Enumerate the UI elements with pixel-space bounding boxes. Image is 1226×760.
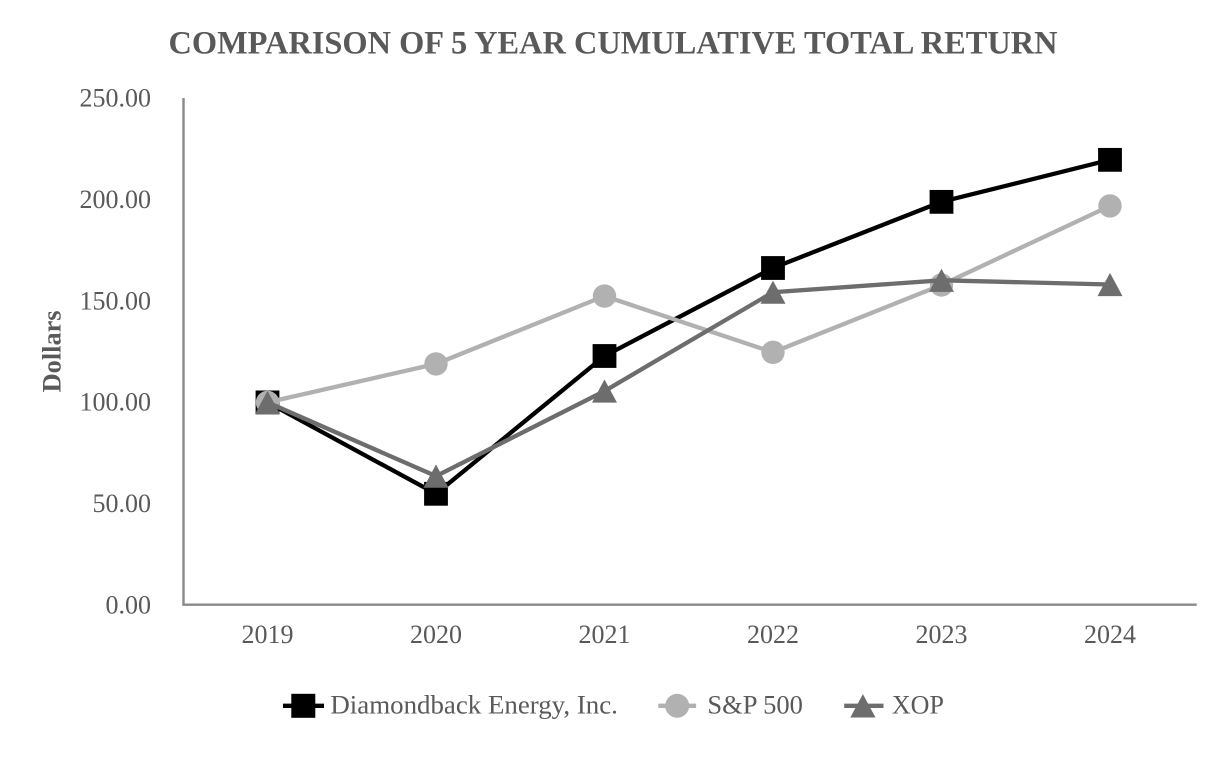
svg-text:S&P 500: S&P 500 — [707, 690, 802, 720]
svg-text:Dollars: Dollars — [38, 310, 67, 392]
svg-text:50.00: 50.00 — [93, 489, 152, 518]
svg-text:2023: 2023 — [916, 620, 968, 649]
svg-text:2020: 2020 — [410, 620, 462, 649]
svg-text:Diamondback Energy, Inc.: Diamondback Energy, Inc. — [330, 690, 618, 720]
svg-text:2024: 2024 — [1084, 620, 1136, 649]
svg-text:XOP: XOP — [892, 691, 944, 720]
svg-text:250.00: 250.00 — [80, 84, 152, 113]
svg-text:COMPARISON OF 5 YEAR CUMULATIV: COMPARISON OF 5 YEAR CUMULATIVE TOTAL RE… — [168, 25, 1057, 61]
svg-text:2021: 2021 — [579, 620, 631, 649]
svg-text:2019: 2019 — [242, 620, 294, 649]
svg-text:200.00: 200.00 — [80, 185, 152, 214]
svg-text:0.00: 0.00 — [106, 590, 152, 619]
svg-text:150.00: 150.00 — [80, 286, 152, 315]
svg-text:2022: 2022 — [747, 620, 799, 649]
svg-text:100.00: 100.00 — [80, 388, 152, 417]
